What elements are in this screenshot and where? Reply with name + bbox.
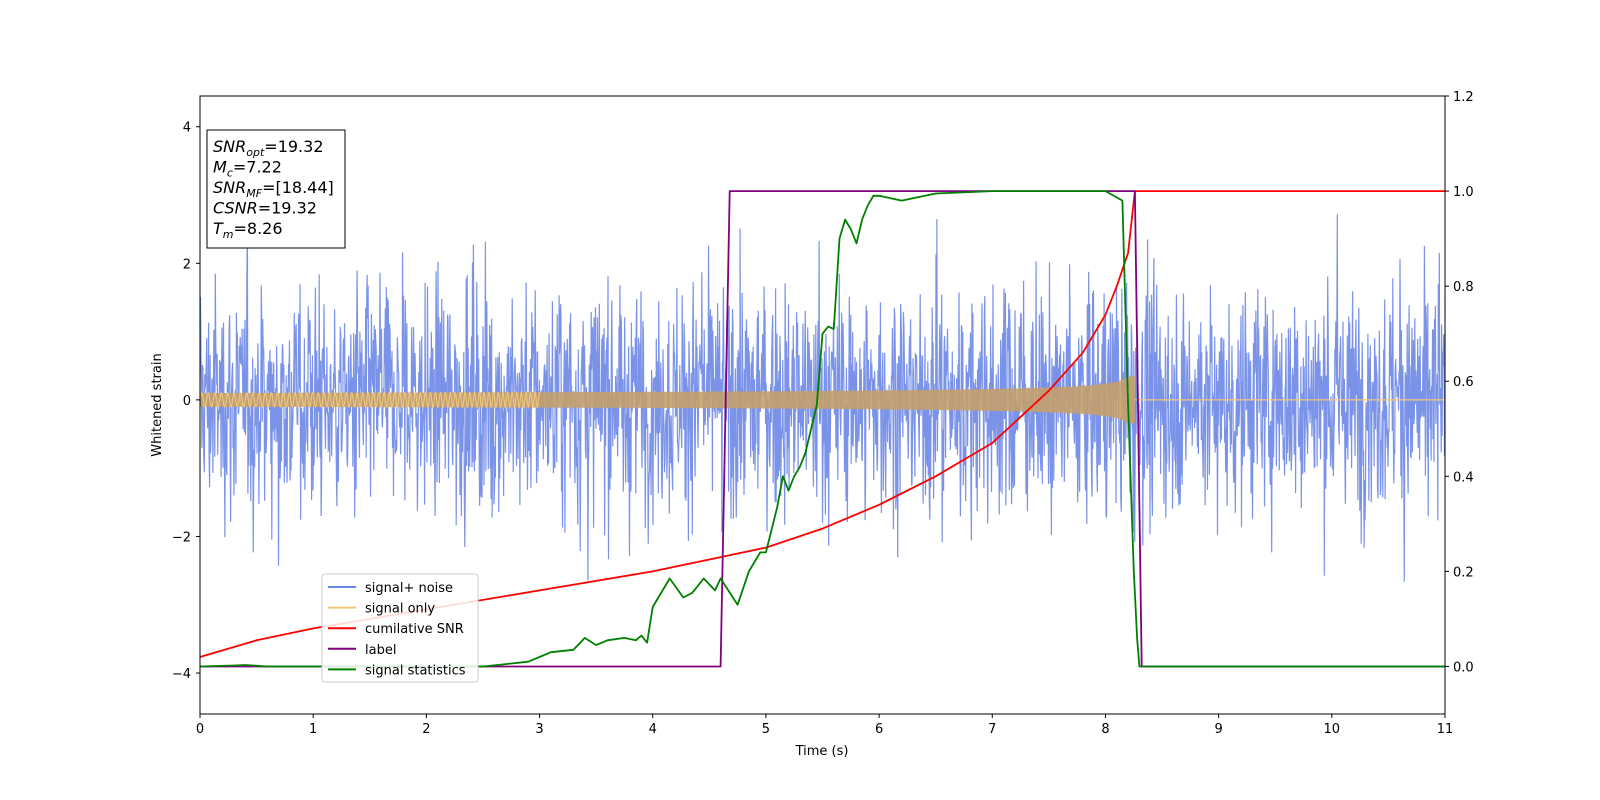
y-right-tick-label: 0.8 — [1453, 280, 1474, 295]
x-tick-label: 8 — [1101, 722, 1109, 737]
y-left-tick-label: 4 — [183, 121, 191, 136]
x-tick-label: 10 — [1324, 722, 1341, 737]
legend: signal+ noise signal only cumilative SNR la… — [321, 573, 479, 683]
x-tick-label: 7 — [988, 722, 996, 737]
y-axis-label: Whitened strain — [150, 353, 165, 456]
stat-line: CSNR=19.32 — [213, 199, 317, 218]
y-right-tick-label: 0.2 — [1453, 565, 1474, 580]
stat-line: SNRMF=[18.44] — [213, 178, 334, 200]
x-tick-label: 1 — [309, 722, 317, 737]
x-tick-label: 3 — [535, 722, 543, 737]
y-left-tick-label: −2 — [172, 530, 191, 545]
x-tick-label: 6 — [875, 722, 883, 737]
signal-only-envelope — [200, 376, 1135, 424]
x-tick-label: 2 — [422, 722, 430, 737]
legend-label: signal only — [365, 602, 435, 617]
legend-label: cumilative SNR — [365, 622, 464, 637]
legend-label: signal+ noise — [365, 581, 453, 596]
y-left-tick-label: −4 — [172, 667, 191, 682]
y-right-tick-label: 0.6 — [1453, 375, 1474, 390]
stat-line: Tm=8.26 — [213, 219, 283, 241]
y-left-tick-label: 2 — [183, 257, 191, 272]
x-tick-label: 4 — [649, 722, 657, 737]
x-tick-label: 5 — [762, 722, 770, 737]
y-right-ticks: 0.0 0.2 0.4 0.6 0.8 1.0 1.2 — [1445, 90, 1474, 675]
x-axis-label: Time (s) — [795, 744, 849, 759]
stats-box: SNRopt=19.32Mc=7.22SNRMF=[18.44]CSNR=19.… — [206, 129, 346, 249]
x-tick-label: 11 — [1437, 722, 1454, 737]
signal-only-line — [199, 390, 541, 410]
plot-frame — [199, 95, 1446, 715]
legend-label: signal statistics — [365, 663, 466, 678]
signal-statistics-line — [199, 190, 1445, 668]
x-tick-label: 0 — [196, 722, 204, 737]
y-right-tick-label: 0.0 — [1453, 660, 1474, 675]
noise-series — [199, 214, 1446, 582]
y-right-tick-label: 0.4 — [1453, 470, 1474, 485]
y-left-tick-label: 0 — [183, 394, 191, 409]
y-right-tick-label: 1.0 — [1453, 185, 1474, 200]
x-tick-label: 9 — [1214, 722, 1222, 737]
legend-label: label — [365, 643, 396, 658]
y-left-ticks: −4 −2 0 2 4 — [172, 121, 200, 682]
signal-noise-line — [199, 214, 1446, 582]
stat-line: SNRopt=19.32 — [213, 137, 324, 159]
signal-only-series — [199, 376, 1445, 424]
y-right-tick-label: 1.2 — [1453, 90, 1474, 105]
stat-line: Mc=7.22 — [213, 158, 282, 180]
x-ticks: 0 1 2 3 4 5 6 7 8 9 10 11 — [196, 714, 1453, 737]
